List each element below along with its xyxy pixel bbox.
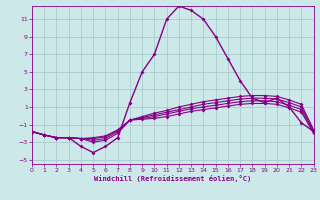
X-axis label: Windchill (Refroidissement éolien,°C): Windchill (Refroidissement éolien,°C) bbox=[94, 175, 252, 182]
